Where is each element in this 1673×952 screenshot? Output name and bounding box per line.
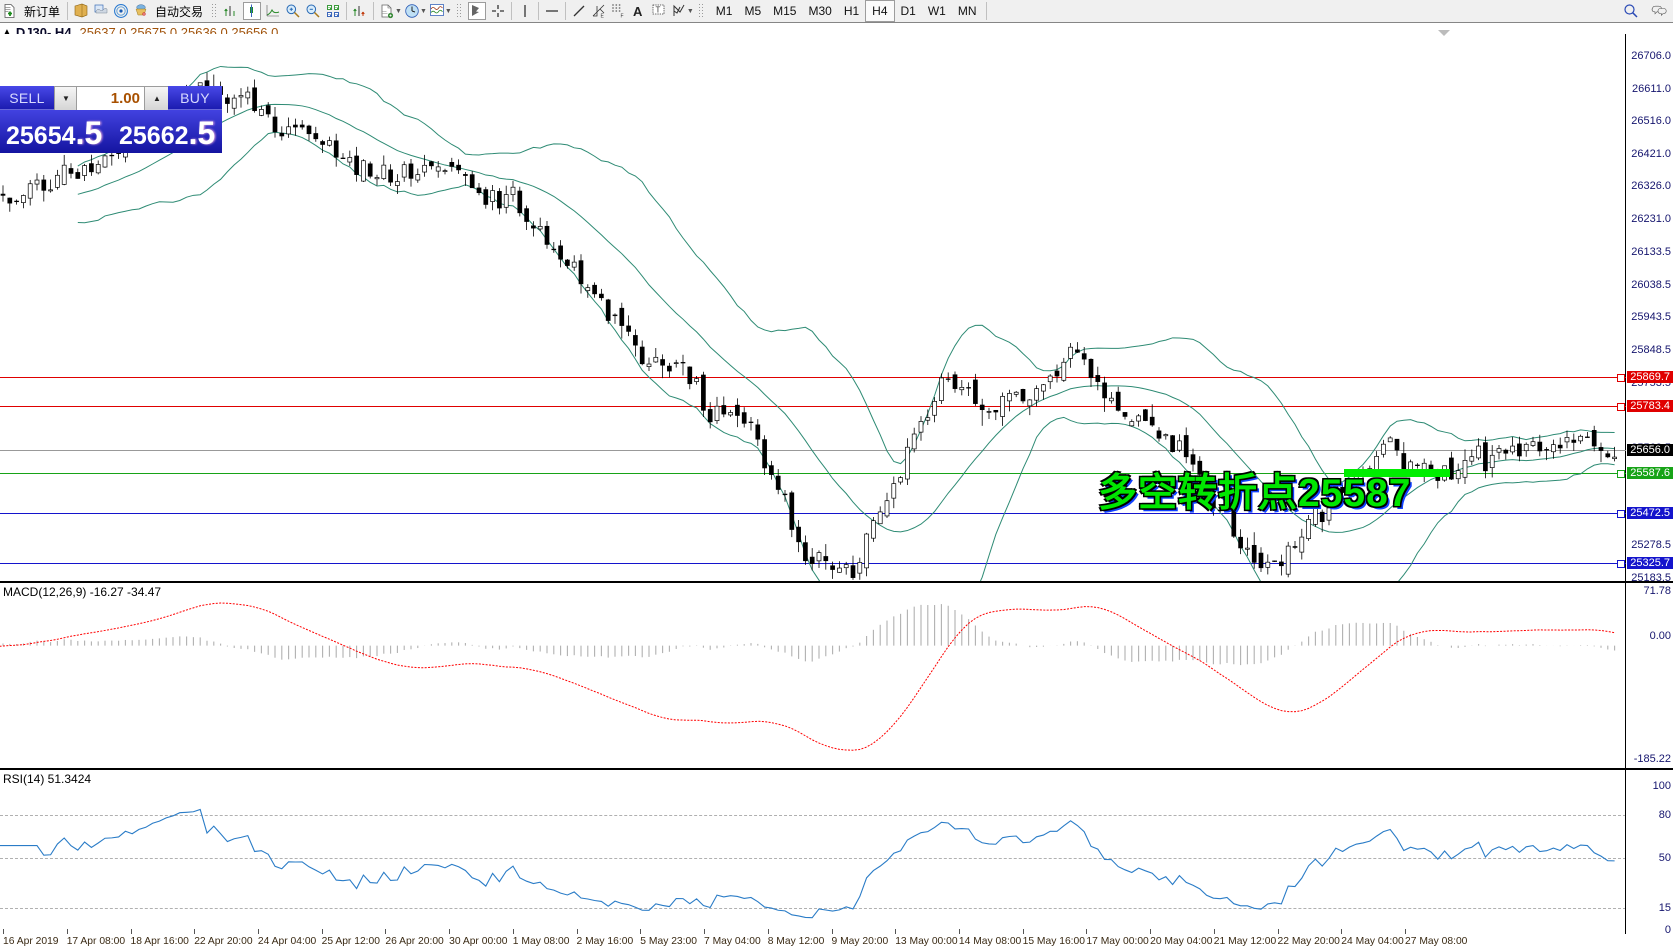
- svg-text:E: E: [600, 14, 604, 20]
- svg-text:A: A: [633, 4, 643, 19]
- svg-text:T: T: [655, 6, 660, 15]
- svg-text:F: F: [620, 14, 623, 20]
